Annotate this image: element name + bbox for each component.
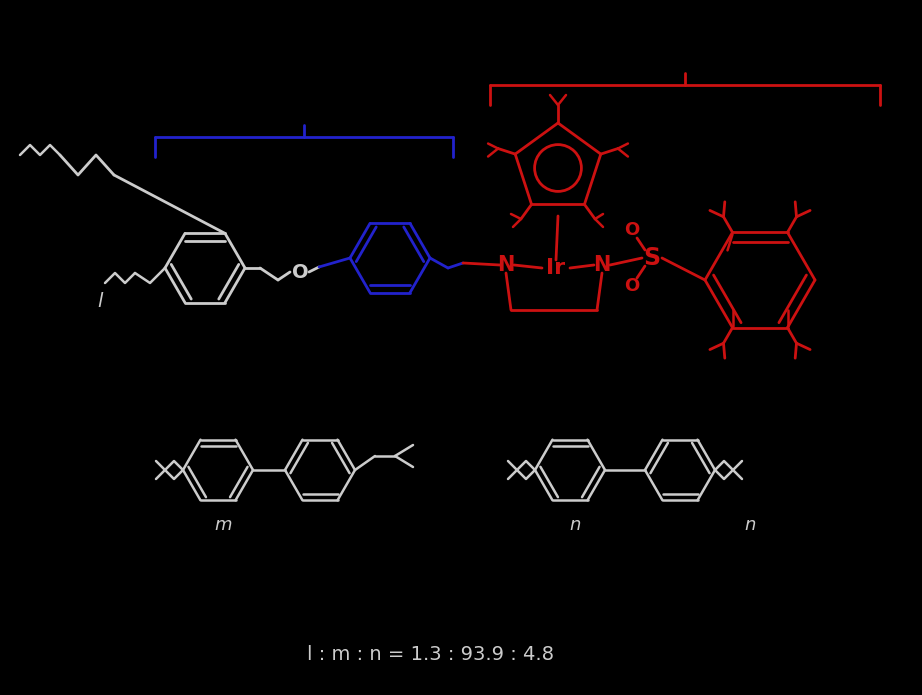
Text: N: N — [497, 255, 514, 275]
Text: l: l — [98, 291, 102, 311]
Text: l : m : n = 1.3 : 93.9 : 4.8: l : m : n = 1.3 : 93.9 : 4.8 — [306, 646, 553, 664]
Text: S: S — [644, 246, 660, 270]
Text: O: O — [291, 263, 308, 281]
Text: Ir: Ir — [547, 258, 565, 278]
Text: O: O — [624, 221, 640, 239]
Text: n: n — [569, 516, 581, 534]
Text: n: n — [744, 516, 756, 534]
Text: m: m — [214, 516, 231, 534]
Text: O: O — [624, 277, 640, 295]
Text: N: N — [594, 255, 610, 275]
